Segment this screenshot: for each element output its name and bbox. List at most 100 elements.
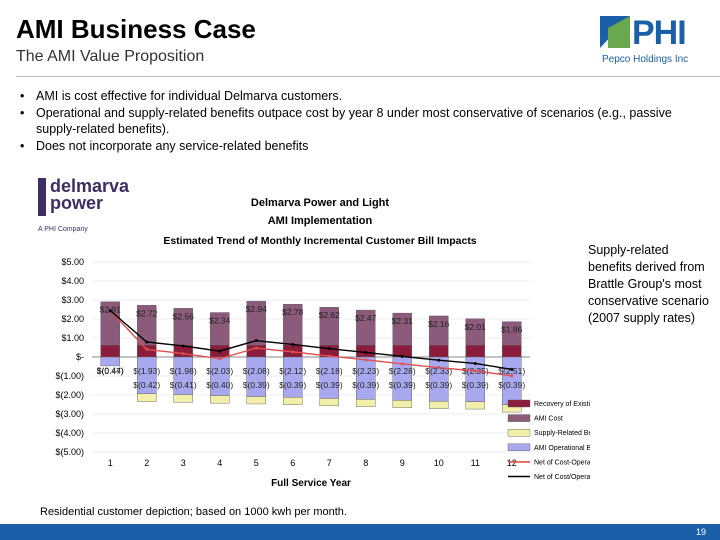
bar-ami-cost (392, 312, 412, 346)
bar-operational-benefits (100, 356, 120, 367)
point-net-ops (145, 340, 149, 344)
data-label-supply: $(0.42) (133, 380, 160, 390)
bar-supply-benefits (137, 393, 157, 402)
data-label-supply: $(0.40) (206, 380, 233, 390)
data-label-supply: $(0.39) (462, 380, 489, 390)
legend-operational-benefits: AMI Operational Benefits (534, 445, 590, 452)
bar-supply-benefits (283, 397, 303, 405)
data-label-supply: $(0.39) (425, 380, 452, 390)
point-net-ops (181, 344, 185, 348)
x-tick-label: 8 (363, 458, 368, 468)
bar-existing-meters (137, 345, 157, 358)
footnote: Residential customer depiction; based on… (40, 506, 347, 518)
y-tick-label: $2.00 (61, 314, 84, 324)
data-label-cost: $1.86 (501, 325, 523, 335)
data-label-supply: $(0.39) (352, 380, 379, 390)
point-net-ops-supply (400, 362, 404, 366)
x-axis-label: Full Service Year (271, 478, 351, 489)
x-tick-label: 5 (254, 458, 259, 468)
data-label-supply: $(0.39) (316, 380, 343, 390)
point-net-ops-supply (218, 357, 222, 361)
y-tick-label: $(4.00) (55, 428, 84, 438)
bar-supply-benefits (429, 401, 449, 409)
x-tick-label: 10 (434, 458, 444, 468)
bar-supply-benefits (392, 400, 412, 408)
bar-ami-cost (246, 300, 266, 346)
supply-benefits-note: Supply-related benefits derived from Bra… (588, 243, 709, 325)
bar-ami-cost (319, 307, 339, 346)
bar-supply-benefits (319, 398, 339, 407)
bar-operational-benefits (246, 356, 266, 397)
bar-existing-meters (429, 345, 449, 358)
data-label-operational: $(2.33) (425, 366, 452, 376)
bar-operational-benefits (319, 356, 339, 399)
x-tick-label: 6 (290, 458, 295, 468)
y-tick-label: $(5.00) (55, 447, 84, 457)
legend-ami-cost: AMI Cost (534, 416, 563, 423)
y-tick-label: $3.00 (61, 295, 84, 305)
phi-logo-subtext: Pepco Holdings Inc (602, 54, 689, 65)
bar-supply-benefits (246, 396, 266, 405)
data-label-supply: $(0.39) (279, 380, 306, 390)
x-tick-label: 4 (217, 458, 222, 468)
bar-ami-cost (210, 312, 230, 346)
bar-ami-cost (356, 309, 376, 346)
data-label-cost: $2.72 (136, 308, 158, 318)
data-label-operational: $(1.93) (133, 366, 160, 376)
y-tick-label: $(1.00) (55, 371, 84, 381)
x-tick-label: 11 (471, 458, 480, 468)
x-tick-label: 12 (507, 458, 517, 468)
data-label-supply: $(0.39) (243, 380, 270, 390)
point-net-ops-supply (510, 374, 514, 378)
legend-ami-cost-swatch (507, 414, 531, 422)
legend-supply-benefits-swatch (507, 429, 531, 437)
bar-ami-cost (429, 315, 449, 346)
point-net-ops (327, 347, 331, 351)
data-label-cost: $2.78 (282, 307, 304, 317)
data-label-cost: $2.94 (246, 304, 268, 314)
data-label-operational: $(2.23) (352, 366, 379, 376)
bar-ami-cost (465, 318, 485, 346)
page-title: AMI Business Case (16, 14, 256, 44)
bullet-item: Operational and supply-related benefits … (16, 105, 706, 137)
phi-logo-text: PHI (632, 14, 687, 52)
data-label-supply: $(0.39) (389, 380, 416, 390)
point-net-ops-supply (327, 354, 331, 358)
y-tick-label: $5.00 (61, 257, 84, 267)
y-tick-label: $1.00 (61, 333, 84, 343)
page-number: 19 (695, 527, 706, 537)
data-label-operational: $(2.03) (206, 366, 233, 376)
point-net-ops-supply (291, 350, 295, 354)
data-label-operational: $(2.28) (389, 366, 416, 376)
delmarva-logo-mark (38, 178, 46, 216)
footer-bar (0, 524, 720, 540)
legend-existing-meters-swatch (507, 399, 531, 408)
data-label-operational: $(1.98) (170, 366, 197, 376)
data-label-cost: $2.56 (173, 311, 195, 321)
data-label-supply: $(0.39) (498, 380, 525, 390)
x-tick-label: 7 (327, 458, 332, 468)
point-net-ops (254, 339, 258, 343)
data-label-operational: $(2.12) (279, 366, 306, 376)
data-label-extra: $(0.44) (97, 365, 124, 375)
point-net-ops (437, 358, 441, 362)
point-net-ops (291, 342, 295, 346)
data-label-operational: $(0.47) (97, 366, 124, 376)
bill-impact-chart: Delmarva Power and Light AMI Implementati… (55, 197, 590, 489)
title-divider (16, 76, 720, 77)
point-net-ops-supply (473, 369, 477, 373)
point-net-ops-supply (437, 366, 441, 370)
legend-existing-meters: Recovery of Existing Meters (534, 401, 590, 408)
point-net-ops-supply (145, 347, 149, 351)
point-net-ops (473, 361, 477, 365)
delmarva-logo-line2: power (50, 193, 104, 213)
data-label-cost: $2.34 (209, 316, 231, 326)
x-tick-label: 1 (108, 458, 113, 468)
bar-ami-cost (100, 301, 120, 346)
data-label-operational: $(2.08) (243, 366, 270, 376)
data-label-operational: $(2.18) (316, 366, 343, 376)
data-label-cost: $2.47 (355, 313, 377, 323)
phi-logo: PHI Pepco Holdings Inc (600, 14, 706, 70)
point-net-ops (364, 350, 368, 354)
